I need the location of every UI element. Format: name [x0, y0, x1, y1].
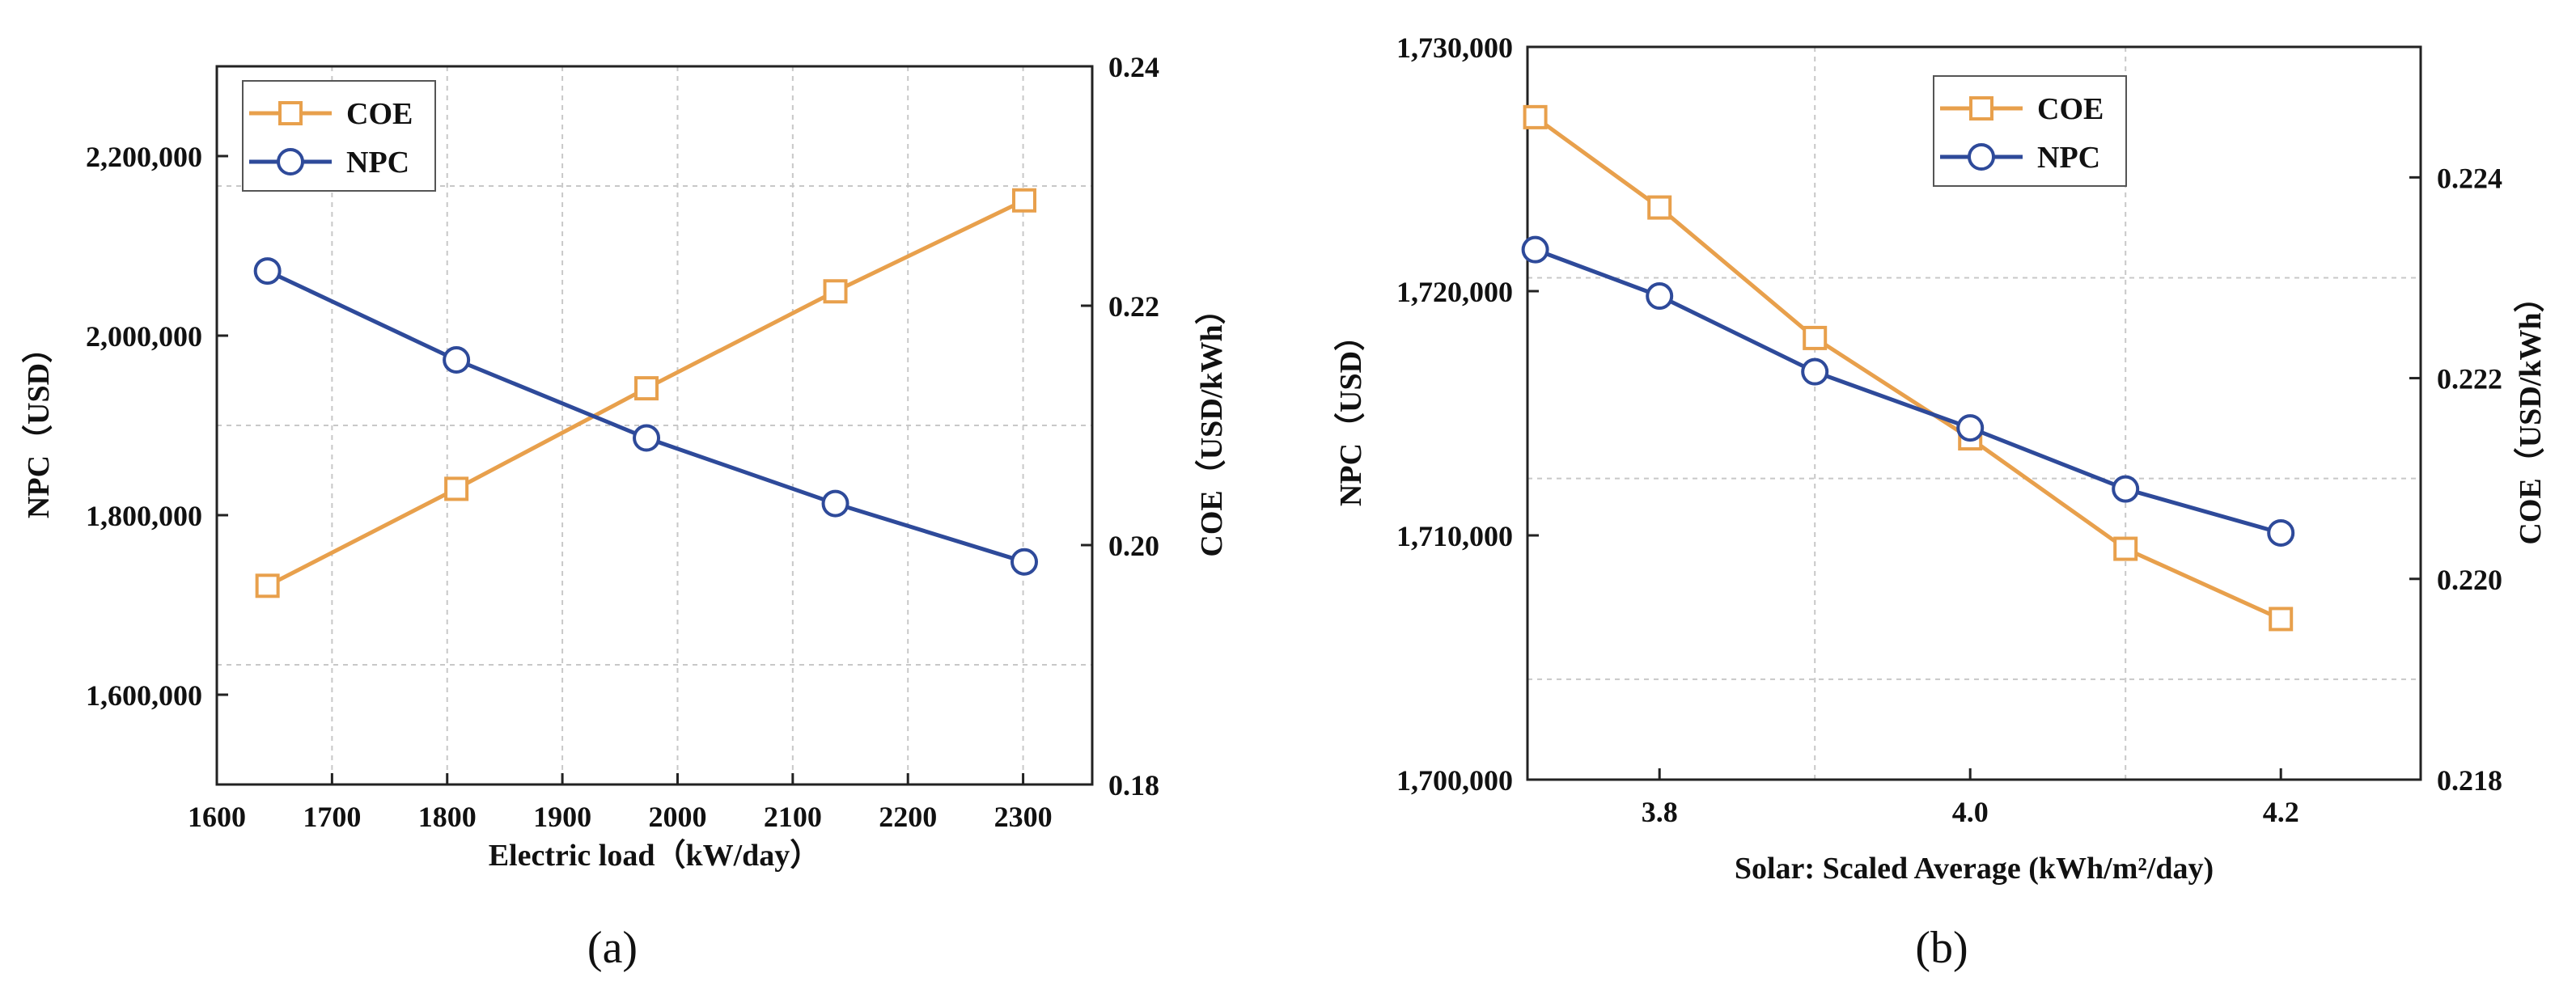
data-point-coe	[823, 279, 848, 304]
series-line-npc	[266, 269, 1025, 565]
legend-marker-coe	[278, 101, 303, 125]
data-point-npc	[1646, 282, 1674, 311]
x-tick-label: 3.8	[1642, 796, 1678, 828]
x-tick-label: 4.0	[1952, 796, 1989, 828]
data-point-npc	[443, 345, 471, 374]
y-left-tick-label: 1,700,000	[1396, 764, 1513, 797]
series-line-coe	[1534, 115, 2282, 621]
x-tick-label: 4.2	[2263, 796, 2299, 828]
legend-marker-coe	[1969, 96, 1993, 121]
x-tick-label: 2200	[879, 801, 937, 833]
y-left-axis-title: NPC（USD）	[22, 332, 56, 518]
y-right-tick-label: 0.20	[1108, 530, 1159, 562]
legend-marker-npc	[277, 148, 304, 175]
x-tick-label: 1600	[188, 801, 246, 833]
legend-box	[242, 80, 436, 192]
x-axis-title: Electric load（kW/day）	[489, 839, 821, 873]
data-point-npc	[1010, 548, 1039, 576]
series-line-npc	[1534, 247, 2282, 535]
y-right-tick-label: 0.24	[1108, 51, 1159, 83]
x-tick-label: 1900	[533, 801, 591, 833]
data-point-npc	[821, 489, 849, 518]
data-point-coe	[444, 476, 469, 501]
x-tick-label: 2100	[764, 801, 822, 833]
x-tick-label: 2300	[994, 801, 1053, 833]
legend-label-coe: COE	[2037, 92, 2104, 126]
data-point-npc	[253, 257, 282, 285]
legend: COE NPC	[242, 80, 436, 192]
y-right-tick-label: 0.222	[2437, 363, 2502, 395]
data-point-coe	[2269, 607, 2294, 632]
y-right-tick-label: 0.224	[2437, 162, 2502, 194]
legend-label-coe: COE	[346, 97, 413, 131]
data-point-coe	[1647, 195, 1672, 220]
data-point-coe	[1012, 188, 1037, 213]
y-right-axis-title: COE（USD/kWh）	[1195, 294, 1229, 556]
y-left-tick-label: 2,200,000	[86, 141, 202, 173]
panel-label: (b)	[1915, 923, 1968, 973]
y-right-tick-label: 0.18	[1108, 769, 1159, 801]
data-point-npc	[1521, 235, 1549, 264]
x-axis-title: Solar: Scaled Average (kWh/m²/day)	[1735, 852, 2214, 886]
x-tick-label: 1700	[303, 801, 361, 833]
legend-box	[1933, 75, 2127, 187]
legend: COE NPC	[1933, 75, 2127, 187]
y-left-tick-label: 1,710,000	[1396, 520, 1513, 552]
y-left-tick-label: 2,000,000	[86, 320, 202, 353]
panel-label: (a)	[587, 923, 638, 973]
y-right-axis-title: COE（USD/kWh）	[2514, 281, 2548, 544]
data-point-npc	[1801, 357, 1829, 386]
y-right-tick-label: 0.220	[2437, 564, 2502, 596]
data-point-npc	[633, 424, 661, 452]
data-point-coe	[255, 573, 280, 598]
x-tick-label: 2000	[648, 801, 706, 833]
y-left-tick-label: 1,720,000	[1396, 276, 1513, 308]
x-tick-label: 1800	[418, 801, 477, 833]
chart-panel-b: 3.8 4.0 4.2 1,700,000 1,710,000 1,720,000 1,73…	[1334, 32, 2548, 973]
plot-frame	[1526, 45, 2422, 781]
data-point-coe	[2113, 536, 2138, 561]
y-right-tick-label: 0.22	[1108, 290, 1159, 323]
data-point-npc	[2267, 518, 2295, 547]
legend-marker-npc	[1968, 143, 1995, 171]
y-right-tick-label: 0.218	[2437, 764, 2502, 797]
y-left-tick-label: 1,730,000	[1396, 32, 1513, 64]
data-point-npc	[2112, 475, 2140, 503]
y-left-tick-label: 1,600,000	[86, 679, 202, 712]
data-point-coe	[1803, 325, 1828, 350]
plot-frame	[215, 65, 1094, 786]
legend-label-npc: NPC	[2037, 141, 2100, 175]
data-point-coe	[1523, 104, 1548, 129]
y-left-tick-label: 1,800,000	[86, 500, 202, 532]
data-point-coe	[634, 376, 659, 401]
chart-panel-a: 1600 1700 1800 1900 2000 2100 2200 2300 1,600,00…	[22, 51, 1229, 973]
y-left-axis-title: NPC（USD）	[1334, 320, 1368, 506]
data-point-npc	[1956, 414, 1985, 442]
legend-label-npc: NPC	[346, 146, 409, 180]
